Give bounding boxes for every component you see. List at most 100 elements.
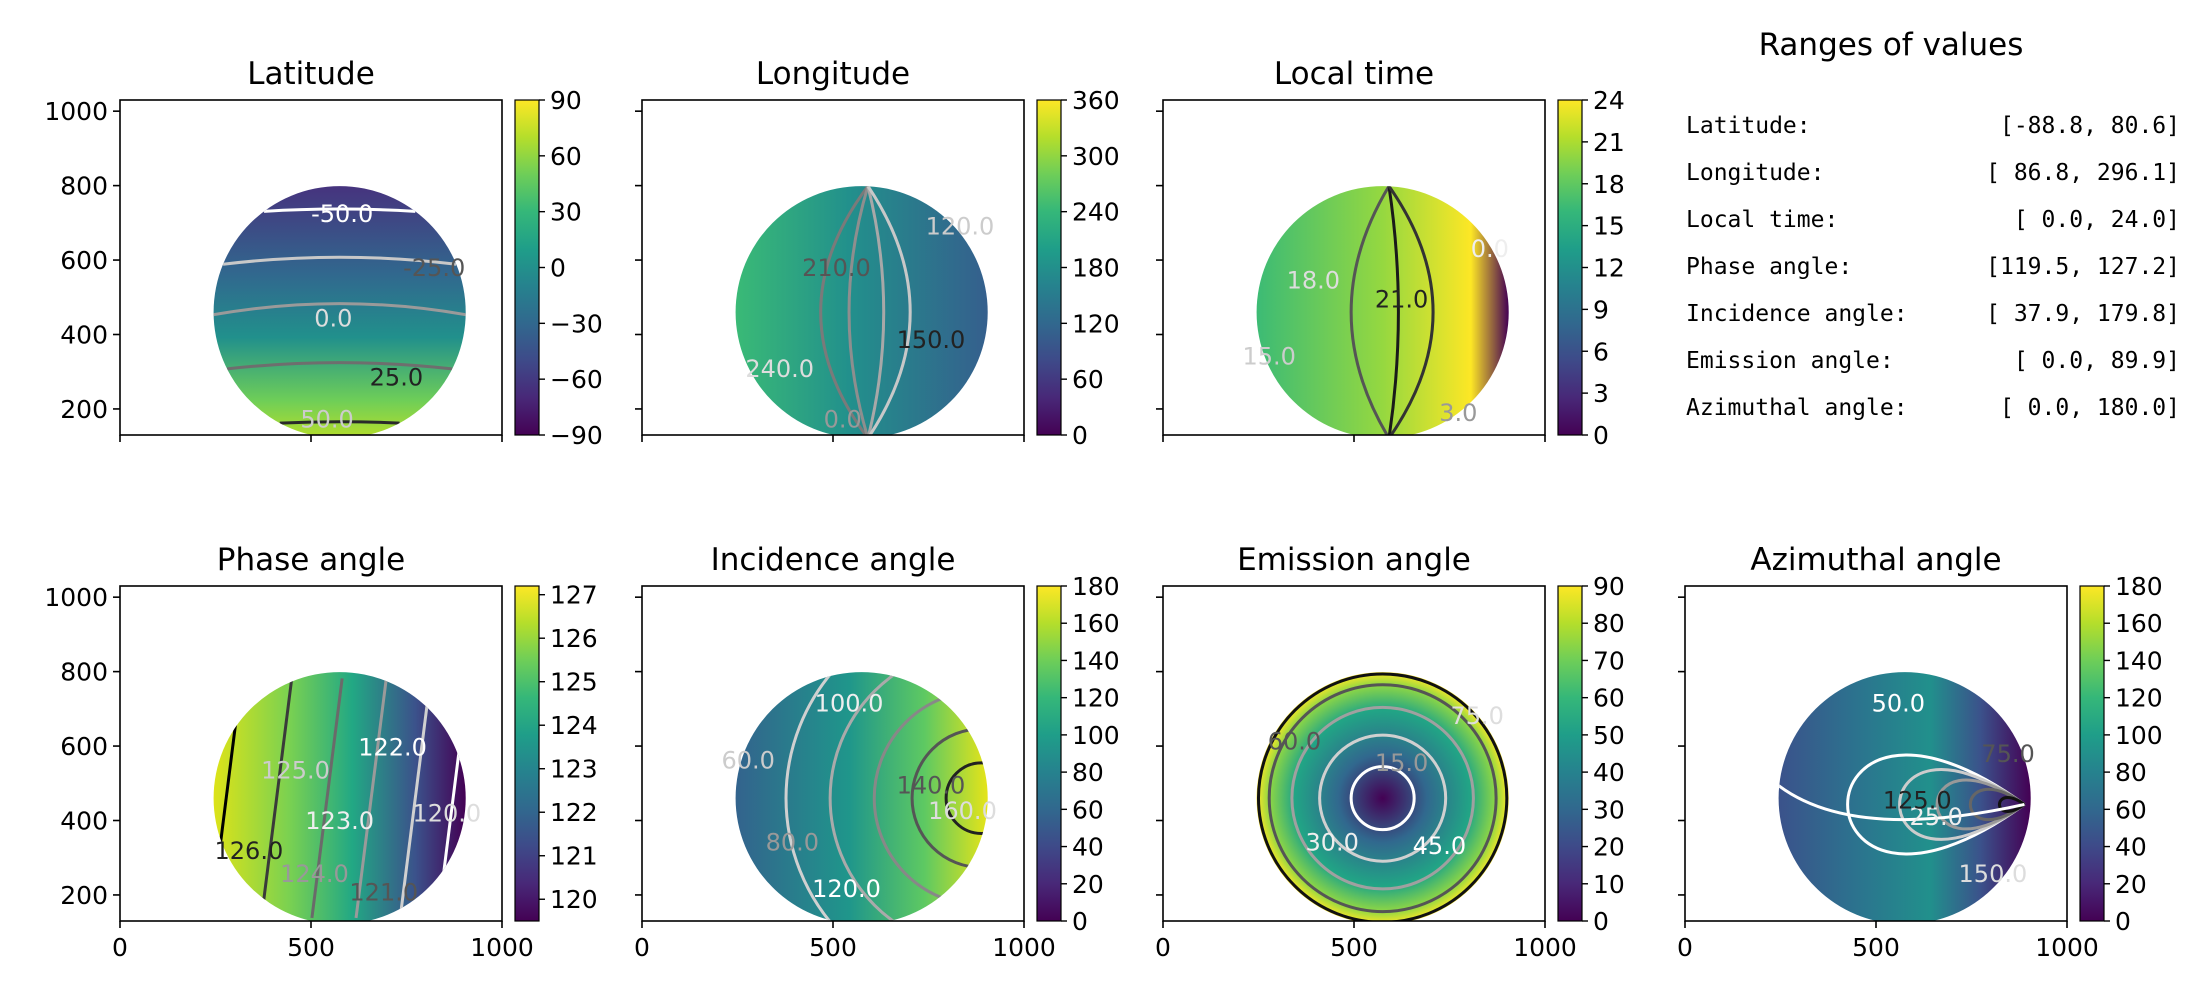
contour-label: 18.0 (1287, 267, 1340, 295)
contour-line (279, 420, 400, 425)
range-value: [ 0.0, 180.0] (2000, 395, 2180, 421)
y-tick-label: 200 (60, 881, 108, 910)
colorbar-tick-label: 60 (1072, 365, 1104, 394)
colorbar-tick-label: 21 (1593, 128, 1625, 157)
contour-label: 30.0 (1306, 828, 1359, 856)
contour-label: 126.0 (215, 837, 284, 865)
x-tick-label: 0 (634, 933, 650, 962)
colorbar-tick-label: −60 (550, 365, 603, 394)
panel-title: Longitude (756, 56, 910, 92)
chart-panel: Latitude-50.0-25.00.025.050.010008006004… (44, 56, 602, 450)
colorbar-tick-label: 0 (1593, 907, 1609, 936)
chart-panel: Phase angle 126.0 125.0 124.0 123.0 122.0 121.… (44, 542, 597, 962)
colorbar-tick-label: −90 (550, 421, 603, 450)
panel-title: Latitude (247, 56, 375, 92)
contour-line (828, 672, 988, 921)
range-value: [-88.8, 80.6] (2000, 113, 2180, 139)
contours (213, 207, 466, 425)
contour-label: 21.0 (1375, 286, 1428, 314)
contour-label: 120.0 (926, 212, 995, 240)
contour-line (398, 678, 432, 919)
range-label: Phase angle: (1686, 254, 1852, 280)
contour-label: 125.0 (261, 756, 330, 784)
x-tick-label: 500 (809, 933, 857, 962)
colorbar-tick-label: 160 (2115, 609, 2163, 638)
colorbar-tick-label: 0 (1072, 421, 1088, 450)
contour-line (1969, 787, 2026, 821)
ranges-panel: Ranges of values Latitude: [-88.8, 80.6] L… (1686, 27, 2180, 421)
contour-label: 240.0 (745, 355, 814, 383)
contour-line (1898, 768, 2026, 841)
colorbar-tick-label: 0 (2115, 907, 2131, 936)
colorbar-tick-label: 0 (1072, 907, 1088, 936)
contour-label: 0.0 (314, 304, 352, 332)
contour-label: 210.0 (802, 254, 871, 282)
contour-label: 140.0 (897, 772, 966, 800)
range-value: [119.5, 127.2] (1986, 254, 2180, 280)
contour-line (1778, 784, 2025, 822)
range-label: Azimuthal angle: (1686, 395, 1908, 421)
x-tick-label: 1000 (992, 933, 1056, 962)
contour-label: 75.0 (1981, 740, 2034, 768)
contour-label: 150.0 (897, 326, 966, 354)
contour-label: 80.0 (766, 828, 819, 856)
colorbar-tick-label: 10 (1593, 870, 1625, 899)
contour-label: 15.0 (1375, 749, 1428, 777)
contour-line (866, 186, 912, 435)
range-value: [ 0.0, 89.9] (2014, 348, 2180, 374)
range-label: Longitude: (1686, 160, 1824, 186)
panel-title: Emission angle (1237, 542, 1471, 578)
colorbar-tick-label: 60 (550, 142, 582, 171)
colorbar (2079, 585, 2105, 922)
contours (819, 186, 912, 435)
colorbar-tick-label: 0 (550, 254, 566, 283)
contour-label: 100.0 (815, 690, 884, 718)
colorbar-tick-label: 124 (550, 711, 598, 740)
contour-label: 25.0 (370, 364, 423, 392)
colorbar-tick-label: 3 (1593, 379, 1609, 408)
colorbar (514, 99, 540, 436)
panel-title: Phase angle (217, 542, 405, 578)
colorbar-tick-label: 122 (550, 798, 598, 827)
colorbar-tick-label: 121 (550, 842, 598, 871)
x-tick-label: 1000 (1513, 933, 1577, 962)
colorbar-tick-label: 180 (2115, 572, 2163, 601)
contour-label: 121.0 (349, 879, 418, 907)
contour-line (226, 361, 453, 371)
colorbar-tick-label: 90 (1593, 572, 1625, 601)
colorbar-tick-label: 15 (1593, 212, 1625, 241)
colorbar-tick-label: 20 (2115, 870, 2147, 899)
colorbar-tick-label: 125 (550, 668, 598, 697)
chart-panel: Incidence angle60.080.0100.0120.0140.016… (634, 542, 1120, 962)
colorbar-tick-label: 60 (2115, 795, 2147, 824)
contour-label: 0.0 (824, 405, 862, 433)
colorbar (1036, 99, 1062, 436)
contour-line (354, 678, 388, 919)
disc (213, 672, 466, 921)
contour-line (1349, 765, 1416, 832)
range-value: [ 37.9, 179.8] (1986, 301, 2180, 327)
colorbar-tick-label: 6 (1593, 337, 1609, 366)
range-label: Emission angle: (1686, 348, 1894, 374)
colorbar-tick-label: 360 (1072, 86, 1120, 115)
contour-line (263, 207, 416, 213)
colorbar-tick-label: 300 (1072, 142, 1120, 171)
x-tick-label: 0 (1677, 933, 1693, 962)
contours (1778, 753, 2026, 856)
colorbar-tick-label: 40 (1072, 833, 1104, 862)
colorbar-tick-label: 70 (1593, 646, 1625, 675)
y-tick-label: 200 (60, 395, 108, 424)
contour-line (1846, 753, 2026, 856)
contour-line (1387, 186, 1400, 435)
contour-label: 122.0 (358, 734, 427, 762)
colorbar-tick-label: 126 (550, 624, 598, 653)
colorbar-tick-label: 120 (550, 885, 598, 914)
contour-line (1349, 186, 1391, 435)
contour-label: 124.0 (280, 860, 349, 888)
chart-panel: Azimuthal angle 25.0 50.0 75.0 150.0 125.0 0 50… (1677, 542, 2163, 962)
y-tick-label: 1000 (44, 97, 108, 126)
contour-line (1997, 796, 2026, 813)
contour-line (310, 678, 344, 919)
colorbar-tick-label: 18 (1593, 170, 1625, 199)
panel-title: Azimuthal angle (1750, 542, 2001, 578)
